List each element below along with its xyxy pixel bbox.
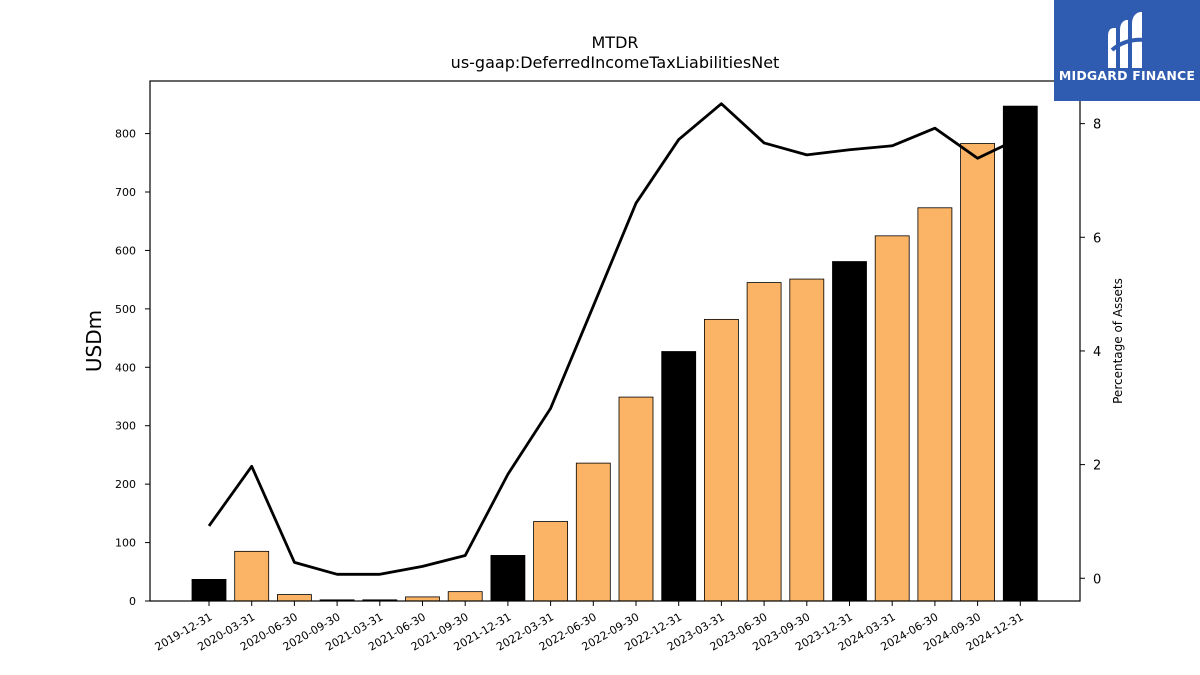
bar-2023-03-31 bbox=[704, 318, 739, 602]
bar-series bbox=[191, 105, 1038, 602]
bar-2022-09-30 bbox=[618, 396, 654, 602]
y2-tick-label: 4 bbox=[1093, 345, 1101, 360]
bar-2022-03-31 bbox=[533, 521, 568, 602]
y2-axis-label: Percentage of Assets bbox=[1111, 278, 1125, 404]
y2-tick-label: 6 bbox=[1093, 231, 1101, 246]
bar-2023-06-30 bbox=[746, 282, 782, 602]
y-tick-label: 500 bbox=[115, 303, 136, 316]
y-tick-label: 700 bbox=[115, 186, 136, 199]
line-series-layer bbox=[207, 102, 1021, 576]
bar-2019-12-31 bbox=[191, 578, 227, 602]
y-tick-label: 400 bbox=[115, 361, 136, 374]
bar-2024-06-30 bbox=[917, 207, 953, 602]
y2-tick-label: 2 bbox=[1093, 459, 1101, 474]
bar-2021-09-30 bbox=[447, 591, 483, 602]
y2-tick-label: 8 bbox=[1093, 118, 1101, 133]
bar-2024-09-30 bbox=[960, 143, 995, 602]
midgard-logo-icon bbox=[1108, 12, 1147, 68]
bar-2020-06-30 bbox=[276, 594, 312, 602]
bar-2021-12-31 bbox=[490, 555, 526, 602]
logo-text: MIDGARD FINANCE bbox=[1058, 68, 1196, 83]
bar-2024-03-31 bbox=[874, 235, 910, 602]
bar-2020-03-31 bbox=[234, 550, 270, 602]
y-tick-label: 0 bbox=[129, 595, 136, 608]
bar-2021-06-30 bbox=[405, 596, 440, 602]
bar-2023-12-31 bbox=[832, 261, 867, 602]
y-axis-label: USDm bbox=[82, 310, 106, 372]
plot-frame bbox=[149, 80, 1081, 602]
y-tick-label: 200 bbox=[115, 478, 136, 491]
percentage-line bbox=[207, 102, 1021, 576]
bar-2024-12-31 bbox=[1002, 105, 1038, 602]
y-tick-label: 800 bbox=[115, 128, 136, 141]
chart-subtitle: us-gaap:DeferredIncomeTaxLiabilitiesNet bbox=[451, 53, 780, 72]
bar-2022-06-30 bbox=[575, 462, 611, 602]
midgard-finance-logo: MIDGARD FINANCE bbox=[1054, 0, 1200, 101]
bar-2023-09-30 bbox=[789, 278, 825, 602]
y-tick-label: 100 bbox=[115, 537, 136, 550]
y-tick-label: 300 bbox=[115, 420, 136, 433]
y-tick-label: 600 bbox=[115, 244, 136, 257]
chart-title: MTDR bbox=[591, 33, 638, 52]
bar-2022-12-31 bbox=[661, 351, 697, 602]
y2-tick-label: 0 bbox=[1093, 572, 1101, 587]
